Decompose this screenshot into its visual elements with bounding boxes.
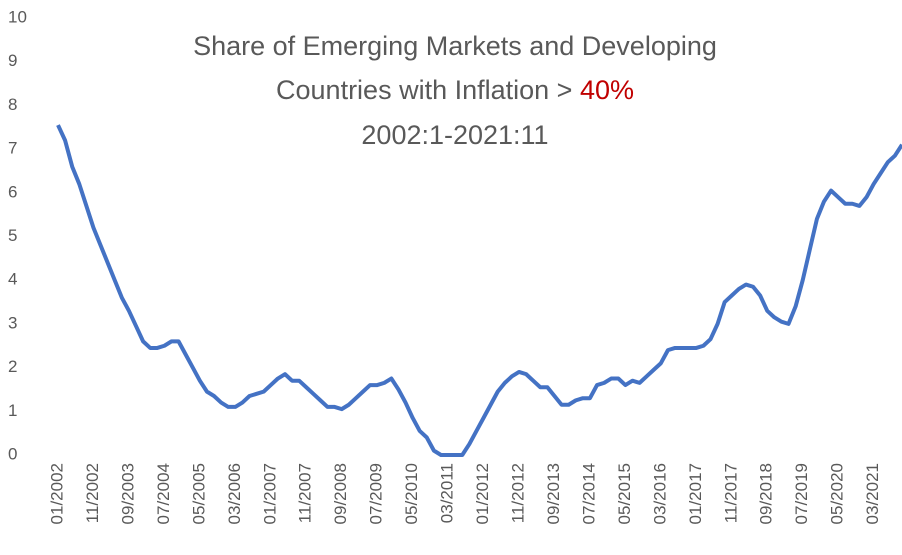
x-tick-label: 03/2006 [225,463,244,524]
x-tick-label: 01/2012 [473,463,492,524]
x-tick-label: 07/2004 [154,463,173,524]
y-tick-label: 4 [8,270,17,289]
x-tick-label: 09/2008 [331,463,350,524]
chart-title-line3: 2002:1-2021:11 [361,120,548,150]
x-tick-label: 01/2007 [260,463,279,524]
x-tick-label: 09/2003 [118,463,137,524]
x-tick-label: 07/2014 [579,463,598,524]
title-text: Countries with Inflation > [276,75,580,105]
title-highlight: 40% [580,75,634,105]
y-tick-label: 5 [8,226,17,245]
x-tick-label: 07/2019 [792,463,811,524]
x-tick-label: 09/2013 [544,463,563,524]
y-tick-label: 9 [8,51,17,70]
x-tick-label: 03/2021 [863,463,882,524]
y-tick-label: 6 [8,182,17,201]
y-tick-label: 3 [8,313,17,332]
x-tick-label: 01/2017 [686,463,705,524]
x-tick-label: 05/2005 [189,463,208,524]
x-tick-label: 09/2018 [757,463,776,524]
y-tick-label: 2 [8,357,17,376]
chart-title-line1: Share of Emerging Markets and Developing [193,31,717,61]
x-tick-label: 07/2009 [367,463,386,524]
x-tick-label: 11/2002 [83,463,102,523]
y-tick-label: 8 [8,95,17,114]
x-tick-label: 11/2017 [721,463,740,523]
x-tick-label: 11/2007 [296,463,315,523]
y-tick-label: 1 [8,401,17,420]
x-tick-label: 11/2012 [508,463,527,523]
y-tick-label: 0 [8,444,17,463]
x-tick-label: 03/2011 [438,463,457,523]
x-tick-label: 05/2010 [402,463,421,524]
line-series [56,124,902,457]
chart-title-line2: Countries with Inflation > 40% [276,75,634,105]
x-tick-label: 05/2015 [615,463,634,524]
y-tick-label: 7 [8,139,17,158]
x-tick-label: 03/2016 [650,463,669,524]
x-tick-label: 01/2002 [47,463,66,524]
x-tick-label: 05/2020 [828,463,847,524]
y-tick-label: 10 [8,7,27,26]
